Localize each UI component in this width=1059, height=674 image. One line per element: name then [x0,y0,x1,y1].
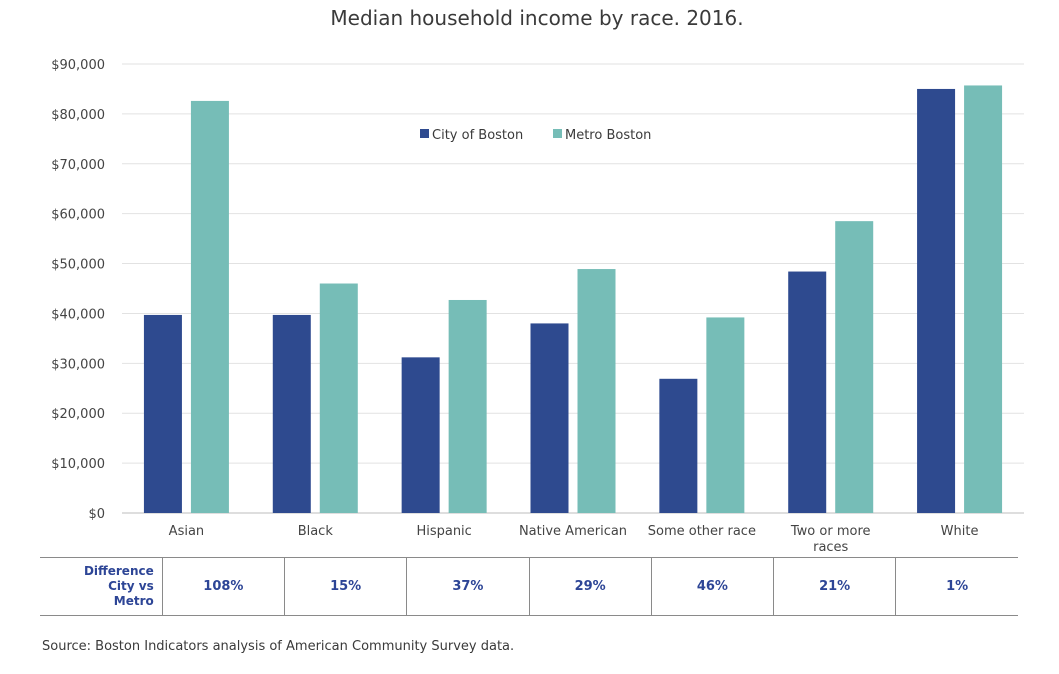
difference-table: Difference City vs Metro 108% 15% 37% 29… [40,557,1018,616]
x-tick-label: Hispanic [416,524,471,539]
legend-label: Metro Boston [565,128,651,143]
gridlines [122,63,1024,514]
legend-swatch [553,129,562,138]
header-line: Metro [113,594,154,608]
bar-metro [190,100,229,513]
chart-title: Median household income by race. 2016. [330,6,744,30]
difference-cell: 46% [650,557,774,616]
y-tick-label: $30,000 [51,357,105,372]
x-tick-label: Black [298,524,334,539]
bar-city [143,314,182,513]
y-tick-label: $90,000 [51,58,105,73]
y-tick-label: $80,000 [51,108,105,123]
bar-city [272,314,311,513]
difference-cell: 21% [772,557,896,616]
legend: City of Boston Metro Boston [420,128,651,143]
bars [143,85,1003,514]
bar-metro [448,299,487,513]
legend-label: City of Boston [432,128,523,143]
x-tick-line: races [813,540,848,555]
bar-metro [706,317,745,513]
header-line: Difference [83,564,154,578]
x-tick-label: White [941,524,979,539]
difference-cell: 37% [406,557,529,616]
x-axis-ticks: Asian Black Hispanic Native American Some ot… [169,524,979,555]
legend-swatch [420,129,429,138]
source-note: Source: Boston Indicators analysis of Am… [42,639,515,654]
bar-city [659,378,698,513]
difference-cell: 1% [895,557,1018,616]
bar-city [917,88,956,513]
x-tick-label: Asian [169,524,204,539]
x-tick-label: Native American [519,524,627,539]
x-tick-label: Some other race [648,524,756,539]
x-tick-line: Two or more [790,524,871,539]
bar-chart: $0 $10,000 $20,000 $30,000 $40,000 $50,000 $60… [51,58,1024,555]
bar-metro [964,85,1003,514]
bar-city [530,323,569,513]
y-axis-ticks: $0 $10,000 $20,000 $30,000 $40,000 $50,000 $60… [51,58,105,522]
y-tick-label: $60,000 [51,208,105,223]
bar-city [401,357,440,513]
bar-metro [577,269,616,513]
y-tick-label: $0 [88,507,105,522]
x-tick-label: Two or more races [790,524,871,555]
y-tick-label: $10,000 [51,457,105,472]
bar-metro [319,283,358,513]
difference-cell: 108% [161,557,285,616]
difference-row-header: Difference City vs Metro [40,557,163,616]
y-tick-label: $70,000 [51,158,105,173]
y-tick-label: $40,000 [51,307,105,322]
y-tick-label: $50,000 [51,258,105,273]
difference-cell: 15% [283,557,407,616]
y-tick-label: $20,000 [51,407,105,422]
header-line: City vs [108,579,154,593]
difference-cell: 29% [528,557,652,616]
bar-city [788,271,827,513]
bar-metro [835,221,874,513]
